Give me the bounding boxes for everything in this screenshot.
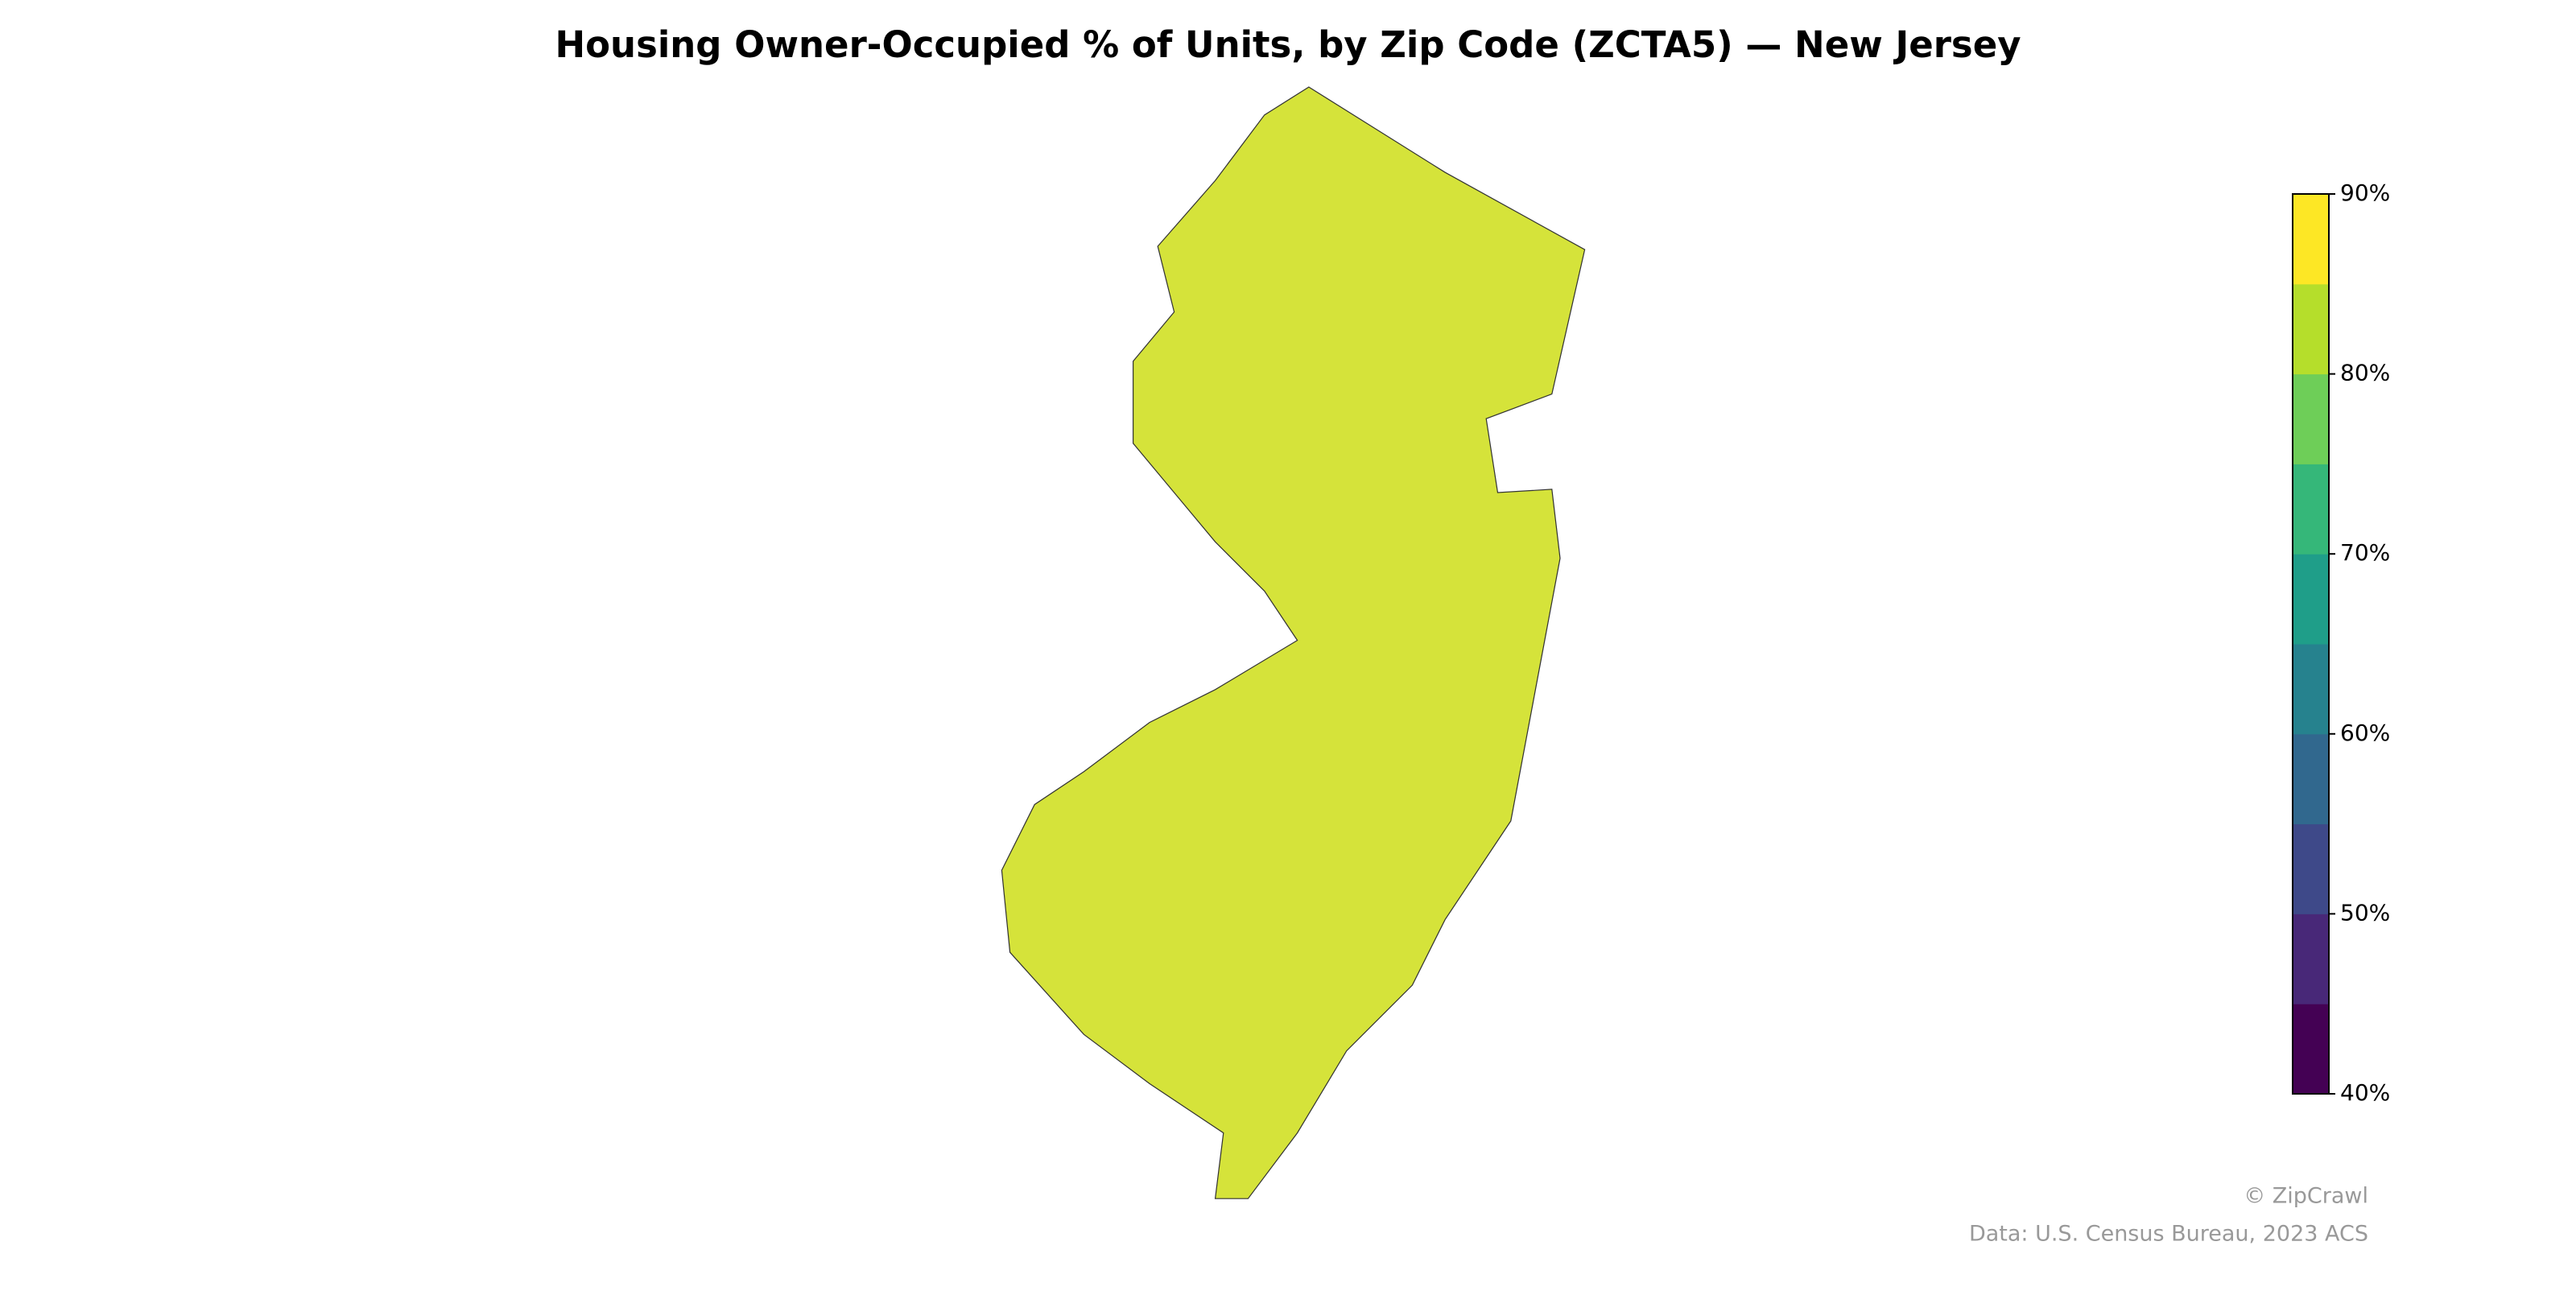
colorbar-bin	[2293, 823, 2329, 914]
colorbar-frame	[2292, 193, 2330, 1095]
colorbar-tick-label: 80%	[2340, 360, 2390, 386]
colorbar-bin	[2293, 644, 2329, 735]
source: Data: U.S. Census Bureau, 2023 ACS	[1969, 1222, 2368, 1247]
colorbar-bin	[2293, 1004, 2329, 1095]
colorbar-bin	[2293, 464, 2329, 555]
colorbar-bin	[2293, 283, 2329, 375]
colorbar-bin	[2293, 373, 2329, 464]
colorbar-tick-label: 60%	[2340, 720, 2390, 746]
colorbar-tick-label: 50%	[2340, 899, 2390, 926]
colorbar-bin	[2293, 914, 2329, 1004]
state-map	[1001, 86, 1586, 1199]
colorbar-bin	[2293, 733, 2329, 825]
colorbar-tick-label: 90%	[2340, 179, 2390, 206]
state-outline	[1001, 86, 1586, 1199]
colorbar-bin	[2293, 194, 2329, 285]
map-title: Housing Owner-Occupied % of Units, by Zi…	[555, 23, 2021, 66]
colorbar-tick-label: 70%	[2340, 539, 2390, 566]
colorbar-tick-label: 40%	[2340, 1079, 2390, 1106]
credit: © ZipCrawl	[2244, 1184, 2368, 1209]
colorbar-bin	[2293, 554, 2329, 645]
